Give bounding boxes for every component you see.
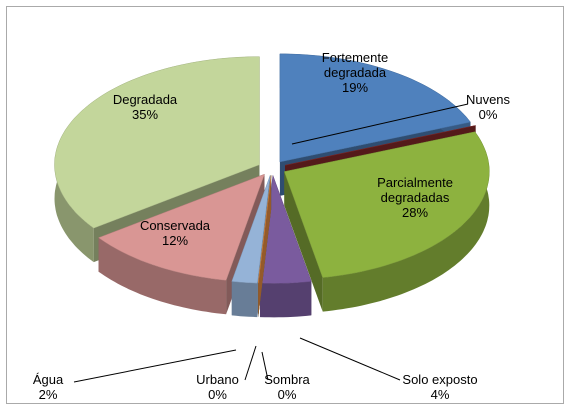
chart-frame xyxy=(6,6,564,404)
slice-name: Água xyxy=(32,372,64,387)
slice-top xyxy=(283,131,490,278)
slice-label: Urbano 0% xyxy=(190,372,245,402)
slice-top xyxy=(259,175,312,284)
slice-name: Urbano xyxy=(196,372,239,387)
slice-label: Sombra 0% xyxy=(262,372,312,402)
slice-label: Parcialmente degradadas 28% xyxy=(360,175,470,220)
slice-percent: 12% xyxy=(161,233,189,248)
slice-side xyxy=(322,131,490,312)
slice-percent: 35% xyxy=(131,107,159,122)
slice xyxy=(257,175,272,318)
slice-label: Solo exposto 4% xyxy=(395,372,485,402)
slice-percent: 4% xyxy=(430,387,450,402)
slice-name: Degradada xyxy=(112,92,178,107)
slice-name: Solo exposto xyxy=(402,372,478,387)
slice-label: Conservada 12% xyxy=(120,218,230,248)
slice-name: Sombra xyxy=(264,372,310,387)
leader-line xyxy=(261,351,269,381)
leader-line xyxy=(73,349,237,383)
slice-name: Fortemente degradada xyxy=(321,50,389,80)
slice-top xyxy=(54,56,260,229)
leader-line xyxy=(244,345,257,381)
slice-side xyxy=(231,281,258,318)
leader-line xyxy=(291,103,469,145)
slice xyxy=(98,173,265,315)
slice-wall xyxy=(284,171,323,312)
slice-percent: 0% xyxy=(478,107,498,122)
slice-name: Conservada xyxy=(139,218,211,233)
slice xyxy=(283,131,490,312)
leader-line xyxy=(299,337,401,381)
slice-label: Fortemente degradada 19% xyxy=(300,50,410,95)
slice-side xyxy=(98,237,227,315)
slice-top xyxy=(231,175,271,284)
slice-top xyxy=(257,175,272,284)
slice-name: Nuvens xyxy=(465,92,511,107)
slice-wall xyxy=(258,175,272,318)
slice-label: Nuvens 0% xyxy=(458,92,518,122)
slice-percent: 0% xyxy=(277,387,297,402)
slice-label: Água 2% xyxy=(28,372,68,402)
slice-percent: 0% xyxy=(208,387,227,402)
slice-percent: 2% xyxy=(38,387,58,402)
slice-name: Parcialmente degradadas xyxy=(377,175,453,205)
slice-top xyxy=(279,53,471,163)
slice-percent: 19% xyxy=(341,80,369,95)
slice-side xyxy=(260,281,312,318)
slice-top xyxy=(284,125,476,166)
slice-percent: 28% xyxy=(401,205,429,220)
slice-label: Degradada 35% xyxy=(90,92,200,122)
slice-top xyxy=(98,173,265,281)
